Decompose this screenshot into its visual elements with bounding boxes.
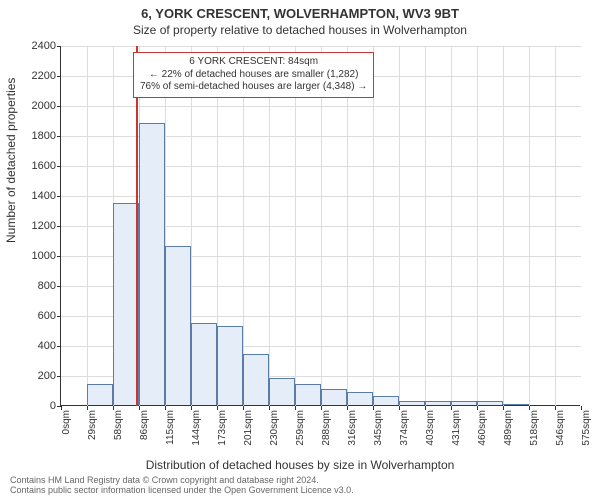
chart-subtitle: Size of property relative to detached ho…	[0, 21, 600, 37]
histogram-bar	[113, 203, 139, 406]
ytick-label: 0	[16, 400, 56, 412]
xtick-label: 173sqm	[217, 410, 228, 460]
property-marker-line	[136, 46, 138, 406]
ytick-label: 1400	[16, 190, 56, 202]
ytick-mark	[57, 46, 61, 47]
ytick-mark	[57, 376, 61, 377]
histogram-bar	[347, 392, 373, 406]
ytick-label: 600	[16, 310, 56, 322]
histogram-bar	[321, 389, 347, 406]
footer-attribution: Contains HM Land Registry data © Crown c…	[10, 476, 354, 496]
histogram-bar	[373, 396, 399, 405]
ytick-mark	[57, 196, 61, 197]
vgrid-line	[87, 46, 88, 406]
vgrid-line	[399, 46, 400, 406]
histogram-bar	[165, 246, 191, 405]
histogram-bar	[295, 384, 321, 405]
histogram-bar	[217, 326, 243, 406]
ytick-mark	[57, 106, 61, 107]
xtick-label: 546sqm	[555, 410, 566, 460]
ytick-label: 400	[16, 340, 56, 352]
ytick-label: 1000	[16, 250, 56, 262]
xtick-label: 0sqm	[61, 410, 72, 460]
xtick-label: 403sqm	[425, 410, 436, 460]
vgrid-line	[425, 46, 426, 406]
x-axis-label: Distribution of detached houses by size …	[0, 458, 600, 472]
xtick-label: 345sqm	[373, 410, 384, 460]
ytick-mark	[57, 226, 61, 227]
ytick-label: 200	[16, 370, 56, 382]
xtick-label: 259sqm	[295, 410, 306, 460]
ytick-label: 1600	[16, 160, 56, 172]
xtick-label: 58sqm	[113, 410, 124, 460]
vgrid-line	[451, 46, 452, 406]
histogram-bar	[477, 401, 503, 406]
xtick-label: 144sqm	[191, 410, 202, 460]
annotation-line: 6 YORK CRESCENT: 84sqm	[140, 56, 367, 69]
annotation-box: 6 YORK CRESCENT: 84sqm← 22% of detached …	[133, 52, 374, 98]
vgrid-line	[321, 46, 322, 406]
xtick-label: 230sqm	[269, 410, 280, 460]
histogram-bar	[243, 354, 269, 405]
plot-area: 0200400600800100012001400160018002000220…	[60, 46, 580, 406]
ytick-mark	[57, 76, 61, 77]
annotation-line: 76% of semi-detached houses are larger (…	[140, 81, 367, 94]
vgrid-line	[243, 46, 244, 406]
plot-inner: 0200400600800100012001400160018002000220…	[60, 46, 580, 406]
ytick-mark	[57, 166, 61, 167]
xtick-label: 201sqm	[243, 410, 254, 460]
xtick-label: 460sqm	[477, 410, 488, 460]
ytick-mark	[57, 316, 61, 317]
chart-title: 6, YORK CRESCENT, WOLVERHAMPTON, WV3 9BT	[0, 0, 600, 21]
histogram-bar	[87, 384, 113, 405]
xtick-label: 86sqm	[139, 410, 150, 460]
histogram-bar	[139, 123, 165, 405]
ytick-label: 2200	[16, 70, 56, 82]
vgrid-line	[295, 46, 296, 406]
xtick-label: 518sqm	[529, 410, 540, 460]
vgrid-line	[503, 46, 504, 406]
vgrid-line	[477, 46, 478, 406]
xtick-label: 575sqm	[581, 410, 592, 460]
footer-line-2: Contains public sector information licen…	[10, 486, 354, 496]
xtick-label: 29sqm	[87, 410, 98, 460]
ytick-mark	[57, 346, 61, 347]
vgrid-line	[555, 46, 556, 406]
ytick-mark	[57, 136, 61, 137]
vgrid-line	[373, 46, 374, 406]
xtick-label: 316sqm	[347, 410, 358, 460]
histogram-bar	[399, 401, 425, 406]
ytick-label: 2000	[16, 100, 56, 112]
histogram-bar	[451, 401, 477, 406]
histogram-bar	[191, 323, 217, 406]
ytick-label: 1800	[16, 130, 56, 142]
xtick-label: 489sqm	[503, 410, 514, 460]
xtick-label: 115sqm	[165, 410, 176, 460]
vgrid-line	[269, 46, 270, 406]
ytick-mark	[57, 256, 61, 257]
ytick-label: 2400	[16, 40, 56, 52]
annotation-line: ← 22% of detached houses are smaller (1,…	[140, 69, 367, 82]
xtick-label: 288sqm	[321, 410, 332, 460]
xtick-label: 431sqm	[451, 410, 462, 460]
xtick-label: 374sqm	[399, 410, 410, 460]
ytick-label: 800	[16, 280, 56, 292]
ytick-mark	[57, 286, 61, 287]
vgrid-line	[529, 46, 530, 406]
vgrid-line	[347, 46, 348, 406]
histogram-bar	[269, 378, 295, 405]
histogram-bar	[425, 401, 451, 406]
histogram-bar	[503, 404, 529, 406]
ytick-label: 1200	[16, 220, 56, 232]
